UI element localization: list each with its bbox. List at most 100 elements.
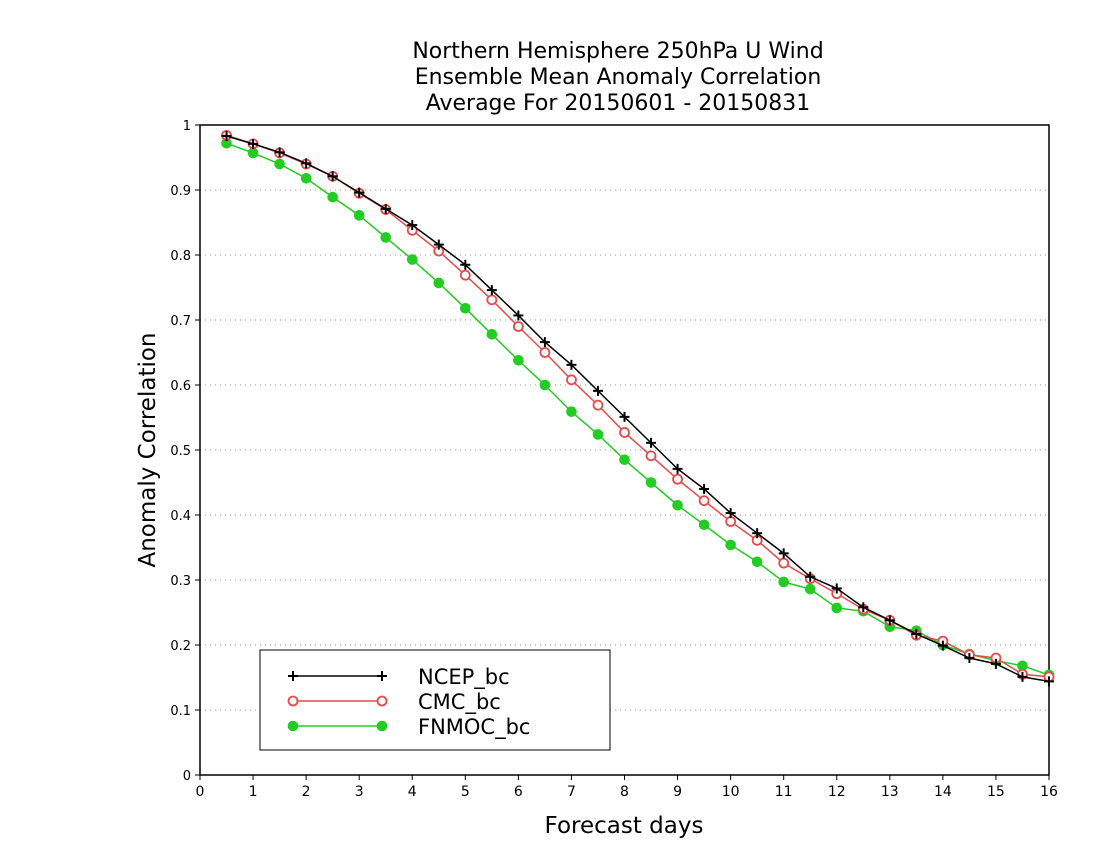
data-point [433,239,444,250]
data-point [831,583,842,594]
y-tick-label: 0.9 [170,184,191,199]
legend-box [259,649,611,751]
data-point [248,138,259,149]
x-tick-label: 2 [302,784,311,800]
x-tick-label: 14 [934,784,952,800]
data-point [380,203,391,214]
data-point [380,232,392,243]
data-point [645,477,657,488]
data-point [353,210,365,221]
data-point [539,379,551,391]
data-point [539,347,551,358]
y-axis-label: Anomaly Correlation [135,332,161,567]
y-tick-label: 0.2 [170,639,191,654]
grid-lines [200,189,1049,711]
data-point [407,220,418,231]
series-group [221,129,1055,687]
title-line: Average For 20150601 - 20150831 [426,91,811,116]
legend-swatch-marker [288,671,298,681]
data-point [831,602,843,614]
x-tick-label: 1 [249,784,258,800]
x-tick-label: 8 [620,784,629,800]
x-tick-label: 12 [828,784,846,800]
data-point [778,548,789,559]
y-tick-label: 0 [183,769,191,784]
data-point [672,473,683,485]
y-tick-label: 0.6 [170,379,191,394]
data-point [778,557,790,569]
data-point [646,437,657,448]
data-point [778,576,789,588]
data-point [804,583,816,595]
data-point [592,429,604,440]
series-line [226,142,1050,676]
x-tick-label: 0 [196,784,205,800]
data-point [513,355,524,366]
data-point [751,556,763,568]
x-tick-label: 16 [1040,784,1058,800]
data-point [566,359,577,370]
legend-label: FNMOC_bc [418,715,530,740]
data-point [300,173,312,184]
y-tick-label: 0.4 [170,509,191,524]
series-line [226,135,1050,683]
data-point [486,294,498,306]
x-axis-ticks: 0 1 2 3 4 5 6 7 8 9 10 11 12 13 14 15 16 [196,775,1058,800]
data-point [672,463,683,474]
data-point [274,147,285,158]
data-point [1017,671,1028,682]
data-point [486,329,498,340]
series-NCEP_bc [221,131,1054,687]
legend-item: NCEP_bc [288,665,510,690]
data-point [327,171,338,182]
x-tick-label: 5 [461,784,470,800]
data-point [698,519,710,531]
data-point [247,147,259,159]
data-point [566,374,577,386]
y-tick-label: 0.8 [170,249,191,264]
x-tick-label: 11 [775,784,793,800]
data-point [592,385,603,396]
data-point [752,528,763,539]
data-point [725,516,737,527]
data-point [725,539,736,551]
x-tick-label: 9 [673,784,682,800]
data-point [699,484,710,494]
data-point [884,615,895,626]
legend-swatch-marker [376,720,388,732]
data-point [221,131,232,142]
data-point [327,191,338,203]
data-point [460,303,471,314]
x-tick-label: 15 [987,784,1005,800]
data-point [354,187,365,198]
legend-label: NCEP_bc [418,665,510,690]
y-tick-label: 1 [183,119,191,134]
series-FNMOC_bc [221,137,1055,681]
x-tick-label: 4 [408,784,417,800]
legend-label: CMC_bc [418,690,501,715]
y-tick-label: 0.5 [170,444,191,459]
data-point [990,658,1001,669]
data-point [301,158,312,169]
x-tick-label: 7 [567,784,576,800]
data-point [698,495,710,507]
data-point [486,285,497,296]
data-point [964,653,975,663]
series-line [226,134,1050,678]
legend-swatch-marker [377,671,387,681]
legend-swatch-marker [376,695,388,707]
data-point [805,571,816,582]
data-point [619,427,630,438]
title-line: Ensemble Mean Anomaly Correlation [415,65,822,90]
x-axis-label: Forecast days [545,813,704,839]
x-tick-label: 10 [722,784,740,800]
legend-item: CMC_bc [287,690,501,715]
y-tick-label: 0.7 [170,314,191,329]
data-point [406,254,418,265]
title-line: Northern Hemisphere 250hPa U Wind [412,39,823,64]
y-axis-ticks: 0 0.1 0.2 0.3 0.4 0.5 0.6 0.7 0.8 0.9 1 [170,119,200,784]
legend-item: FNMOC_bc [287,715,530,740]
data-point [645,450,657,462]
